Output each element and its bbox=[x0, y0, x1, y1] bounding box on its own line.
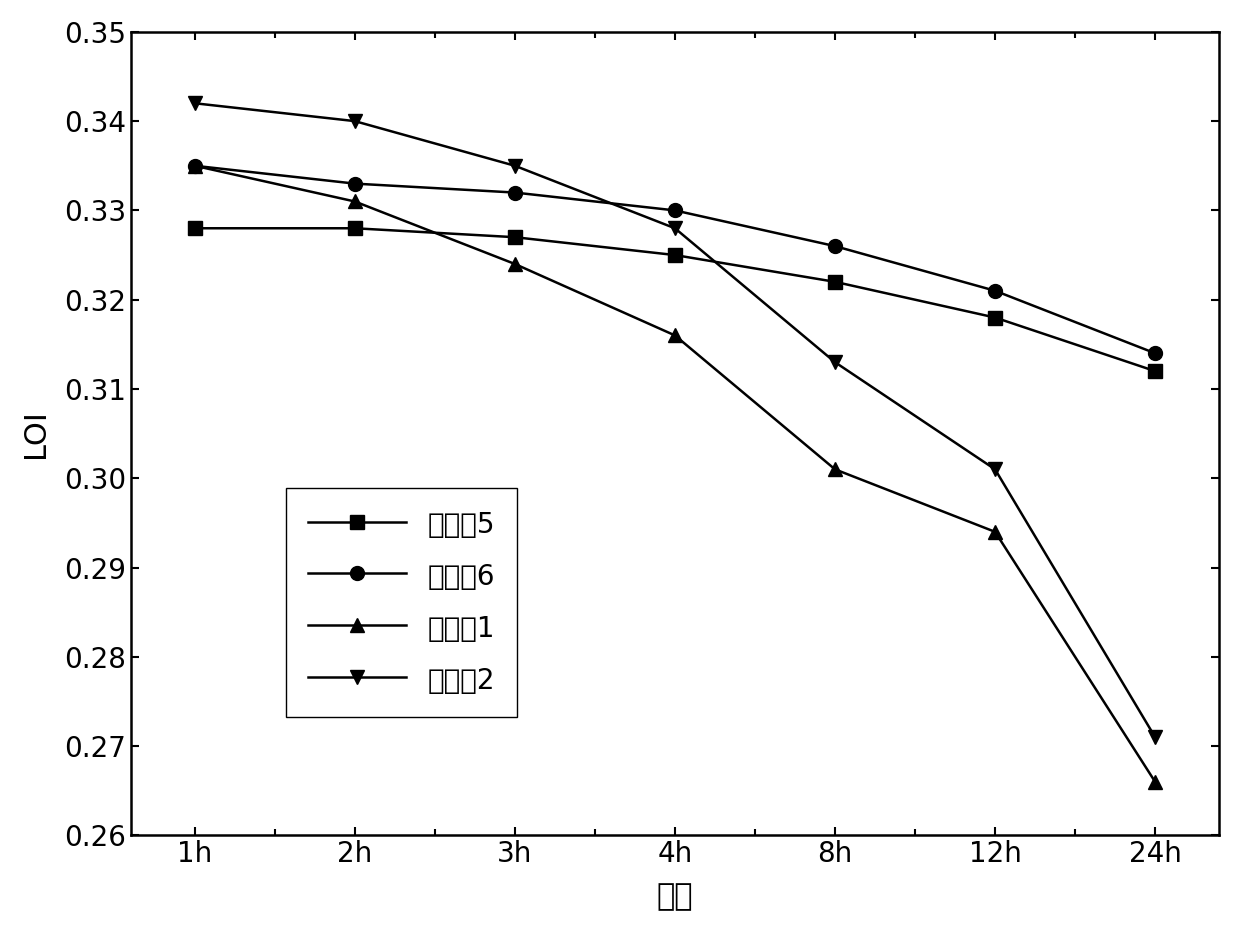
实施例6 bbox=[827, 240, 842, 252]
实施例6 bbox=[987, 285, 1002, 296]
对比例1 bbox=[347, 196, 362, 207]
对比例1 bbox=[667, 330, 682, 341]
实施例6 bbox=[187, 160, 202, 171]
实施例5 bbox=[1148, 365, 1163, 377]
实施例5 bbox=[507, 231, 522, 242]
对比例1 bbox=[187, 160, 202, 171]
Line: 实施例6: 实施例6 bbox=[187, 158, 1162, 360]
X-axis label: 时间: 时间 bbox=[657, 883, 693, 911]
实施例6 bbox=[507, 187, 522, 199]
实施例5 bbox=[187, 223, 202, 234]
对比例1 bbox=[1148, 776, 1163, 788]
对比例2 bbox=[187, 98, 202, 109]
对比例2 bbox=[667, 223, 682, 234]
实施例5 bbox=[667, 250, 682, 261]
实施例6 bbox=[347, 178, 362, 189]
实施例6 bbox=[1148, 348, 1163, 359]
对比例2 bbox=[827, 357, 842, 368]
Line: 对比例2: 对比例2 bbox=[187, 96, 1162, 744]
实施例5 bbox=[987, 312, 1002, 323]
实施例5 bbox=[347, 223, 362, 234]
对比例2 bbox=[347, 116, 362, 127]
Line: 对比例1: 对比例1 bbox=[187, 158, 1162, 788]
对比例1 bbox=[507, 258, 522, 269]
对比例1 bbox=[827, 464, 842, 475]
实施例5 bbox=[827, 276, 842, 287]
对比例1 bbox=[987, 527, 1002, 538]
Legend: 实施例5, 实施例6, 对比例1, 对比例2: 实施例5, 实施例6, 对比例1, 对比例2 bbox=[286, 487, 517, 717]
Y-axis label: LOI: LOI bbox=[21, 409, 50, 458]
Line: 实施例5: 实施例5 bbox=[187, 221, 1162, 378]
对比例2 bbox=[1148, 732, 1163, 743]
实施例6 bbox=[667, 205, 682, 216]
对比例2 bbox=[987, 464, 1002, 475]
对比例2 bbox=[507, 160, 522, 171]
